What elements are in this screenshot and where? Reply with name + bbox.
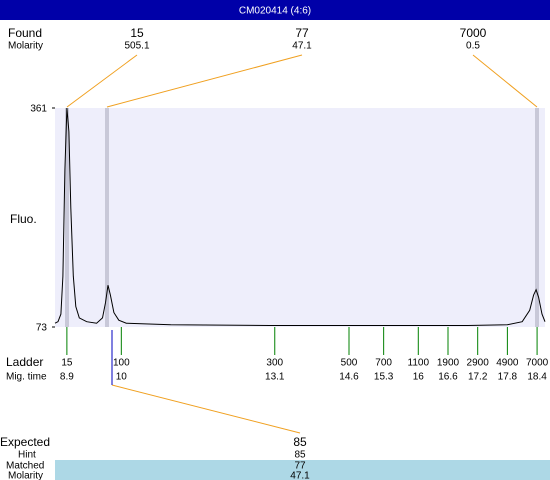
y-axis-label: Fluo. xyxy=(10,212,37,226)
title-bar xyxy=(0,0,550,20)
ladder-size: 7000 xyxy=(526,358,549,369)
expected-label: Expected xyxy=(0,435,50,449)
y-tick-label: 73 xyxy=(36,323,48,334)
molarity-value: 47.1 xyxy=(290,471,310,480)
ladder-size: 1900 xyxy=(437,358,460,369)
peak-marker xyxy=(535,108,539,327)
connector xyxy=(472,54,538,108)
ladder-label: Ladder xyxy=(6,355,43,369)
mig-time: 13.1 xyxy=(265,372,285,383)
found-molarity: 505.1 xyxy=(124,41,149,52)
ladder-size: 500 xyxy=(341,358,358,369)
found-size: 15 xyxy=(130,26,144,40)
mig-time: 14.6 xyxy=(339,372,359,383)
found-molarity: 47.1 xyxy=(292,41,312,52)
mig-time: 18.4 xyxy=(527,372,547,383)
connector xyxy=(66,54,138,108)
matched-value: 77 xyxy=(294,461,306,472)
title: CM020414 (4:6) xyxy=(239,6,311,17)
y-tick-label: 361 xyxy=(30,104,47,115)
ladder-size: 1100 xyxy=(408,358,430,369)
hint-value: 85 xyxy=(294,450,306,461)
mig-time: 8.9 xyxy=(60,372,74,383)
mig-time: 16.6 xyxy=(438,372,458,383)
expected-value: 85 xyxy=(293,435,307,449)
peak-marker xyxy=(105,108,109,327)
connector xyxy=(106,54,303,108)
found-size: 77 xyxy=(295,26,309,40)
mig-time: 10 xyxy=(116,372,128,383)
plot-area xyxy=(55,108,545,327)
mig-time: 17.8 xyxy=(498,372,518,383)
trace xyxy=(54,107,546,326)
found-size: 7000 xyxy=(460,26,487,40)
ladder-size: 100 xyxy=(113,358,130,369)
mig-time: 17.2 xyxy=(468,372,488,383)
molarity-label: Molarity xyxy=(8,471,43,480)
found-label: Found xyxy=(8,26,42,40)
matched-label: Matched xyxy=(6,461,44,472)
ladder-size: 2900 xyxy=(467,358,490,369)
matched-band xyxy=(55,460,550,480)
peak-marker xyxy=(65,108,69,327)
found-molarity-label: Molarity xyxy=(8,41,43,52)
found-molarity: 0.5 xyxy=(466,41,480,52)
ladder-size: 300 xyxy=(266,358,283,369)
ladder-size: 4900 xyxy=(496,358,519,369)
ladder-size: 700 xyxy=(375,358,392,369)
hint-label: Hint xyxy=(18,450,36,461)
mig-time: 16 xyxy=(413,372,425,383)
ladder-size: 15 xyxy=(61,358,73,369)
mig-time-label: Mig. time xyxy=(6,372,47,383)
connector xyxy=(111,384,301,434)
connectors xyxy=(66,54,538,434)
mig-time: 15.3 xyxy=(374,372,394,383)
